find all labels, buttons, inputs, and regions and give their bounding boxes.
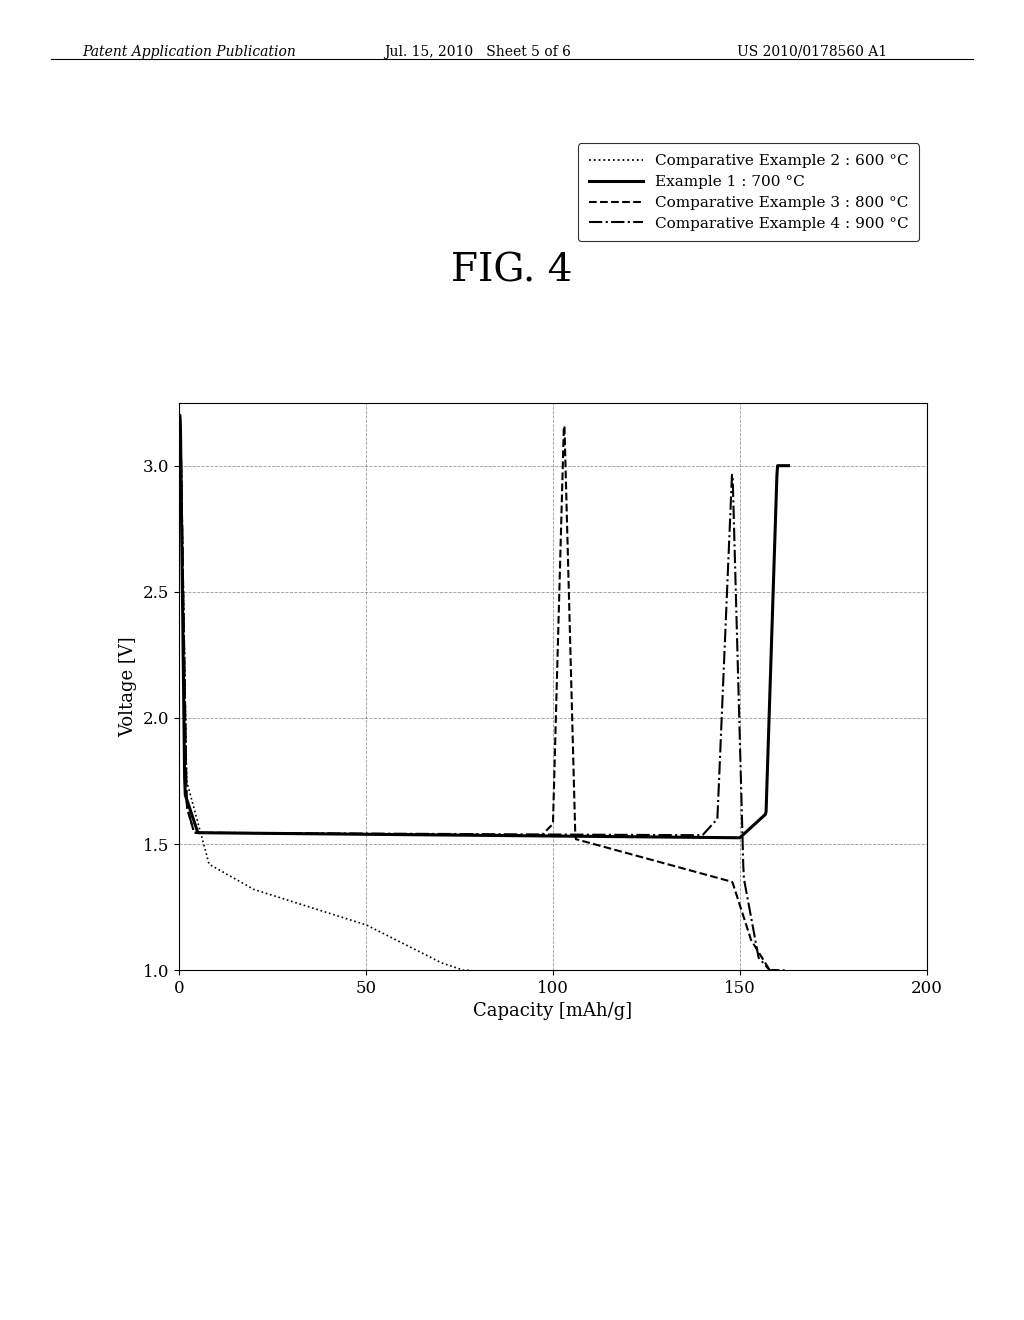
Text: FIG. 4: FIG. 4 <box>452 252 572 289</box>
Text: Patent Application Publication: Patent Application Publication <box>82 45 296 59</box>
Text: Jul. 15, 2010   Sheet 5 of 6: Jul. 15, 2010 Sheet 5 of 6 <box>384 45 570 59</box>
Y-axis label: Voltage [V]: Voltage [V] <box>120 636 137 737</box>
Text: US 2010/0178560 A1: US 2010/0178560 A1 <box>737 45 888 59</box>
Legend: Comparative Example 2 : 600 °C, Example 1 : 700 °C, Comparative Example 3 : 800 : Comparative Example 2 : 600 °C, Example … <box>579 144 920 242</box>
X-axis label: Capacity [mAh/g]: Capacity [mAh/g] <box>473 1002 633 1020</box>
